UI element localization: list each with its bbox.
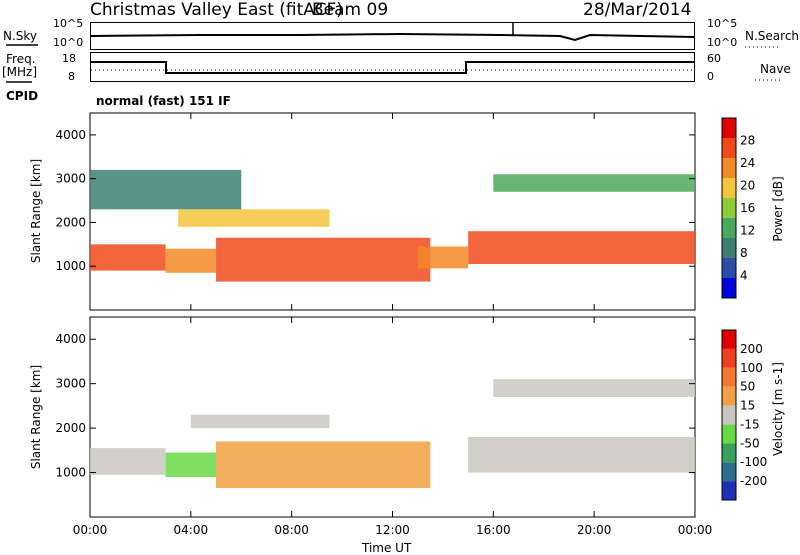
velocity-region-3 [468,437,695,473]
nsky-tick-top: 10^5 [53,17,84,30]
colorbar-segment [722,481,736,500]
colorbar-frame [721,117,737,299]
xtick-label: 04:00 [174,523,209,537]
colorbar-segment [722,138,736,158]
nave-label: Nave [760,62,791,76]
velocity-region-1 [165,452,217,477]
nsky-panel [90,22,695,50]
colorbar-segment [722,198,736,218]
ytick-label: 3000 [55,377,86,391]
colorbar-tick-label: 20 [740,179,755,193]
colorbar-segment [722,158,736,178]
colorbar-segment [722,118,736,138]
ytick-label: 1000 [55,466,86,480]
colorbar-tick-label: 24 [740,156,755,170]
ytick-label: 4000 [55,332,86,346]
colorbar-segment [722,178,736,198]
colorbar-segment [722,367,736,387]
station-title: Christmas Valley East (fitACF) [90,0,343,20]
colorbar-tick-label: -100 [740,455,767,469]
power-region-2 [216,237,431,282]
nave-tick-top: 60 [707,52,721,65]
nsky-trace [90,32,695,42]
colorbar-tick-label: 8 [740,246,748,260]
colorbar-tick-label: 50 [740,380,755,394]
colorbar-segment [722,278,736,298]
colorbar-segment [722,405,736,425]
nsearch-tick-bottom: 10^0 [707,36,738,49]
power-region-5 [178,209,330,227]
power-region-4 [468,231,695,265]
colorbar-segment [722,424,736,444]
velocity-region-4 [190,414,330,429]
xtick-label: 16:00 [476,523,511,537]
beam-label: Beam 09 [312,0,389,20]
colorbar-segment [722,218,736,238]
nsearch-tick-top: 10^5 [707,17,738,30]
colorbar-tick-label: -200 [740,474,767,488]
colorbar-tick-label: 28 [740,134,755,148]
power-region-0 [90,244,166,271]
ytick-label: 2000 [55,421,86,435]
ytick-label: 1000 [55,259,86,273]
cpid-label: CPID [6,89,39,103]
xtick-label: 08:00 [274,523,309,537]
freq-label-line2: [MHz] [2,65,38,79]
colorbar-segment [722,238,736,258]
cpid-value: normal (fast) 151 IF [96,94,231,108]
freq-trace [91,61,694,74]
colorbar-segment [722,386,736,406]
nsky-label: N.Sky [3,29,38,43]
velocity-region-5 [493,379,695,397]
xtick-label: 00:00 [678,523,713,537]
colorbar-tick-label: 200 [740,342,763,356]
nsky-tick-bottom: 10^0 [53,36,84,49]
power-region-6 [90,169,242,210]
nave-tick-bottom: 0 [707,70,714,83]
power-region-1 [165,248,217,273]
freq-tick-bottom: 8 [68,70,75,83]
colorbar-segment [722,348,736,368]
colorbar-segment [722,330,736,349]
ytick-label: 2000 [55,215,86,229]
freq-panel [90,52,695,82]
ytick-label: 4000 [55,128,86,142]
colorbar-tick-label: 12 [740,224,755,238]
power-region-7 [493,174,695,192]
colorbar-segment [722,462,736,482]
freq-tick-top: 18 [62,52,76,65]
colorbar-tick-label: 4 [740,269,748,283]
colorbar-tick-label: 16 [740,201,755,215]
date-label: 28/Mar/2014 [583,0,692,20]
velocity-region-0 [90,448,166,475]
power-region-3 [417,246,469,269]
colorbar-tick-label: 15 [740,399,755,413]
colorbar-segment [722,443,736,463]
nsearch-label: N.Search [745,29,800,43]
velocity-region-2 [216,441,431,489]
xtick-label: 20:00 [577,523,612,537]
colorbar-frame [721,329,737,501]
colorbar-tick-label: 100 [740,361,763,375]
xtick-label: 12:00 [375,523,410,537]
ytick-label: 3000 [55,172,86,186]
xtick-label: 00:00 [73,523,108,537]
freq-label-line1: Freq. [6,52,36,66]
x-axis-label: Time UT [362,541,412,555]
colorbar-tick-label: -15 [740,417,760,431]
colorbar-segment [722,258,736,278]
colorbar-tick-label: -50 [740,436,760,450]
